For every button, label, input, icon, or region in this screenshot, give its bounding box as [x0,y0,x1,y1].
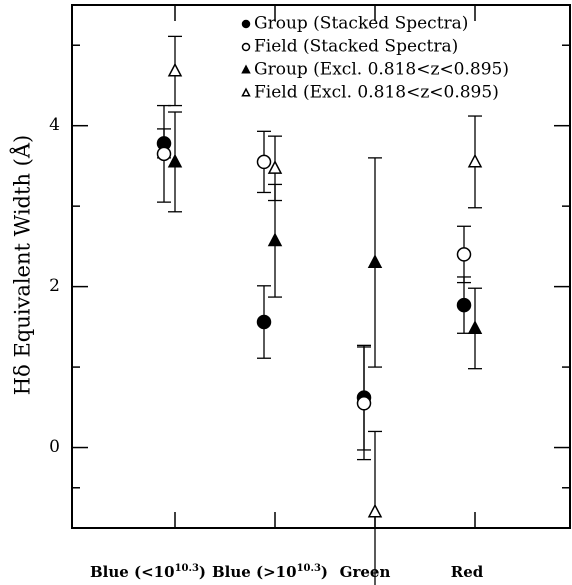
marker [467,153,483,168]
marker [241,42,251,52]
marker [267,160,283,174]
x-tick-label-part: 10.3 [297,563,321,574]
x-tick-label-part: 10.3 [175,563,199,574]
marker [467,320,483,335]
marker [367,254,383,269]
y-tick-label: 0 [49,437,60,457]
marker [256,314,272,330]
x-tick-label: Green [340,563,391,581]
marker [241,19,251,29]
plot-frame [71,4,571,529]
legend-label: Field (Excl. 0.818<z<0.895) [254,83,499,103]
y-axis-label: Hδ Equivalent Width (Å) [10,135,35,395]
marker [356,396,372,411]
x-tick-label-part: ) [199,563,206,581]
marker [456,247,472,262]
marker [156,146,172,162]
marker [241,87,251,97]
marker [267,232,283,247]
legend-label: Group (Stacked Spectra) [254,14,468,34]
y-tick-label: 2 [49,276,60,296]
x-tick-label-part: ) [321,563,328,581]
marker [256,154,272,170]
legend-label: Group (Excl. 0.818<z<0.895) [254,60,509,80]
x-tick-label-part: Blue (<10 [90,563,175,581]
marker [367,503,383,518]
marker [167,62,183,77]
legend-label: Field (Stacked Spectra) [254,37,458,57]
y-tick-label: 4 [49,115,60,135]
x-tick-label: Blue (>1010.3) [212,563,328,582]
x-tick-label: Blue (<1010.3) [90,563,206,582]
marker [241,64,251,74]
x-tick-label: Red [451,563,484,581]
x-tick-label-part: Green [340,563,391,581]
marker [456,297,472,313]
marker [167,153,183,168]
x-tick-label-part: Blue (>10 [212,563,297,581]
x-tick-label-part: Red [451,563,484,581]
